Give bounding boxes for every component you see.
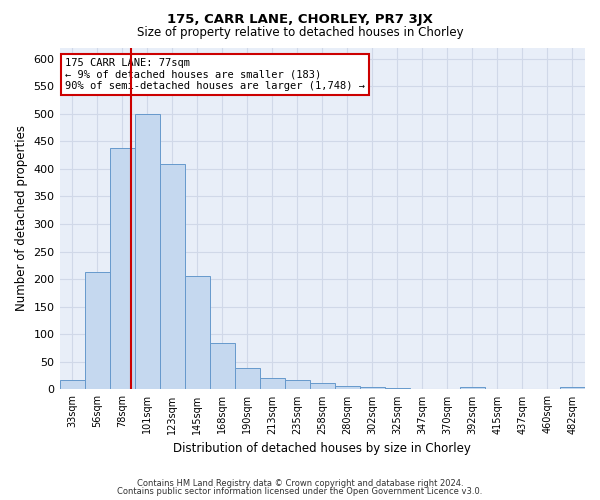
Bar bbox=[460, 386, 485, 390]
Text: Contains public sector information licensed under the Open Government Licence v3: Contains public sector information licen… bbox=[118, 487, 482, 496]
Text: 175, CARR LANE, CHORLEY, PR7 3JX: 175, CARR LANE, CHORLEY, PR7 3JX bbox=[167, 12, 433, 26]
Bar bbox=[285, 380, 310, 390]
X-axis label: Distribution of detached houses by size in Chorley: Distribution of detached houses by size … bbox=[173, 442, 471, 455]
Bar bbox=[85, 272, 110, 390]
Bar bbox=[310, 384, 335, 390]
Y-axis label: Number of detached properties: Number of detached properties bbox=[15, 126, 28, 312]
Bar bbox=[260, 378, 285, 390]
Bar bbox=[560, 386, 585, 390]
Bar bbox=[134, 114, 160, 390]
Bar bbox=[385, 388, 410, 390]
Text: Size of property relative to detached houses in Chorley: Size of property relative to detached ho… bbox=[137, 26, 463, 39]
Bar bbox=[59, 380, 85, 390]
Bar bbox=[209, 342, 235, 390]
Bar bbox=[110, 148, 134, 390]
Bar bbox=[360, 386, 385, 390]
Bar bbox=[335, 386, 360, 390]
Text: Contains HM Land Registry data © Crown copyright and database right 2024.: Contains HM Land Registry data © Crown c… bbox=[137, 478, 463, 488]
Bar bbox=[235, 368, 260, 390]
Bar bbox=[160, 164, 185, 390]
Bar bbox=[185, 276, 209, 390]
Text: 175 CARR LANE: 77sqm
← 9% of detached houses are smaller (183)
90% of semi-detac: 175 CARR LANE: 77sqm ← 9% of detached ho… bbox=[65, 58, 365, 91]
